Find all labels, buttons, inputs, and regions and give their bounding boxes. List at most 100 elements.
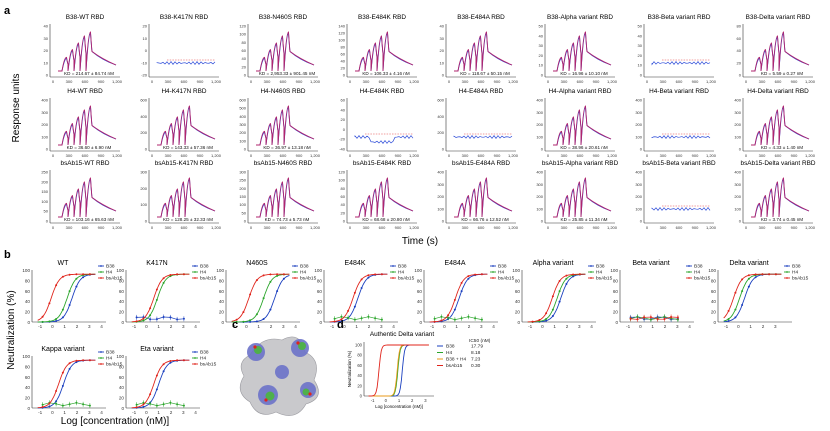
data-point [367, 274, 369, 276]
y-tick-label: 80 [242, 40, 247, 45]
y-tick-label: 60 [515, 289, 521, 294]
spr-response-curve [58, 32, 116, 71]
x-tick-label: 0 [385, 398, 388, 403]
x-tick-label: 300 [165, 225, 172, 230]
y-tick-label: 60 [219, 289, 225, 294]
panel-b-ylabel: Neutralization (%) [6, 290, 17, 369]
y-tick-label: 100 [536, 134, 543, 139]
legend-marker [100, 271, 102, 273]
legend-label: H4 [200, 356, 206, 362]
data-point [82, 359, 84, 361]
x-tick-label: 4 [688, 324, 691, 329]
y-tick-label: 100 [216, 268, 224, 273]
y-tick-label: 80 [357, 353, 362, 358]
x-tick-label: 1,200 [607, 153, 618, 158]
authentic-delta-chart: Authentic Delta variantNeutralization (%… [347, 331, 491, 409]
y-tick-label: 100 [22, 268, 30, 273]
data-point [734, 316, 736, 318]
spr-panel-title: H4-K417N RBD [161, 88, 206, 95]
fit-curve-bsab15 [528, 274, 586, 322]
plot-title: N460S [246, 260, 268, 267]
x-tick-label: 2 [170, 410, 173, 415]
data-point [176, 273, 178, 275]
x-tick-label: 1 [157, 410, 160, 415]
data-point [142, 406, 144, 408]
y-tick-label: 20 [119, 396, 125, 401]
y-tick-label: 0 [244, 147, 247, 152]
x-tick-label: 600 [280, 153, 287, 158]
spr-panel-title: H4-Beta variant RBD [649, 88, 709, 95]
x-tick-label: 3 [88, 324, 91, 329]
y-tick-label: 100 [437, 206, 444, 211]
x-tick-label: -1 [38, 410, 43, 415]
neutralization-plot: E484A100806040200-1 0 1 2 3 4B38H4bsAb15 [414, 260, 514, 329]
data-point [734, 292, 736, 294]
data-point [741, 278, 743, 280]
spr-response-curve [157, 62, 215, 65]
y-tick-label: 10 [143, 36, 148, 41]
legend-label: B38 [106, 350, 115, 356]
x-tick-label: 3 [88, 410, 91, 415]
y-tick-label: 40 [242, 56, 247, 61]
kd-label: KD = 143.33 ± 57.36 nM [163, 145, 213, 150]
y-tick-label: 100 [338, 178, 345, 183]
spr-response-curve [256, 178, 314, 217]
y-tick-label: 80 [119, 278, 125, 283]
y-tick-label: 40 [119, 385, 125, 390]
x-tick-label: 1,200 [409, 79, 420, 84]
fit-curve [369, 345, 429, 396]
x-tick-label: 600 [676, 153, 683, 158]
legend-label: H4 [106, 356, 112, 362]
legend-label: H4 [446, 350, 452, 356]
data-point [249, 294, 251, 296]
y-tick-label: 100 [635, 134, 642, 139]
legend-marker [786, 271, 788, 273]
data-point [55, 284, 57, 286]
y-tick-label: 120 [338, 170, 345, 175]
data-point [467, 275, 469, 277]
legend-ic50-value: 8.18 [471, 350, 481, 356]
legend-label: B38 + H4 [446, 357, 466, 363]
data-point [156, 388, 158, 390]
neutralization-plot: E484K100806040200-1 0 1 2 3 4B38H4bsAb15 [314, 260, 414, 329]
y-tick-label: 0 [145, 147, 148, 152]
x-tick-label: -1 [528, 324, 533, 329]
x-tick-label: 600 [676, 225, 683, 230]
data-point [42, 321, 44, 323]
x-tick-label: 900 [395, 153, 402, 158]
spr-panel: H4-N460S RBD 600 500 400 300 200 100 00 300 600 90… [239, 88, 320, 158]
legend-label: bsAb15 [398, 276, 415, 282]
spr-panel-title: B38-Beta variant RBD [648, 14, 711, 21]
spr-panel: B38-WT RBD4030201000 300 600 900 1,200KD = 2… [44, 14, 123, 84]
y-tick-label: 0 [541, 147, 544, 152]
y-tick-label: 300 [635, 182, 642, 187]
x-tick-label: 300 [363, 79, 370, 84]
y-tick-label: 0 [319, 320, 322, 325]
data-point [728, 320, 730, 322]
x-tick-label: 1,200 [409, 225, 420, 230]
y-tick-label: 100 [734, 134, 741, 139]
x-tick-label: 600 [478, 79, 485, 84]
fit-curve-bsab15 [38, 360, 96, 408]
data-point [572, 274, 574, 276]
y-tick-label: 40 [341, 59, 346, 64]
y-tick-label: 600 [140, 98, 147, 103]
spr-panel: B38-N460S RBD 120 100 80 60 40 20 00 300 600 900 1,… [239, 14, 320, 84]
legend-label: H4 [300, 270, 306, 276]
data-point [48, 402, 50, 404]
data-point [559, 280, 561, 282]
data-point [69, 368, 71, 370]
y-tick-label: 50 [242, 210, 247, 215]
y-tick-label: 40 [25, 385, 31, 390]
legend-marker [392, 271, 394, 273]
data-point [69, 362, 71, 364]
x-tick-label: 300 [363, 225, 370, 230]
y-tick-label: 80 [515, 278, 521, 283]
plot-title: E484A [444, 260, 465, 267]
legend-marker [492, 277, 494, 279]
y-tick-label: 400 [239, 114, 246, 119]
y-tick-label: 250 [239, 178, 246, 183]
fit-curve [369, 345, 429, 396]
kd-label: KD = 36.60 ± 6.90 nM [67, 145, 112, 150]
